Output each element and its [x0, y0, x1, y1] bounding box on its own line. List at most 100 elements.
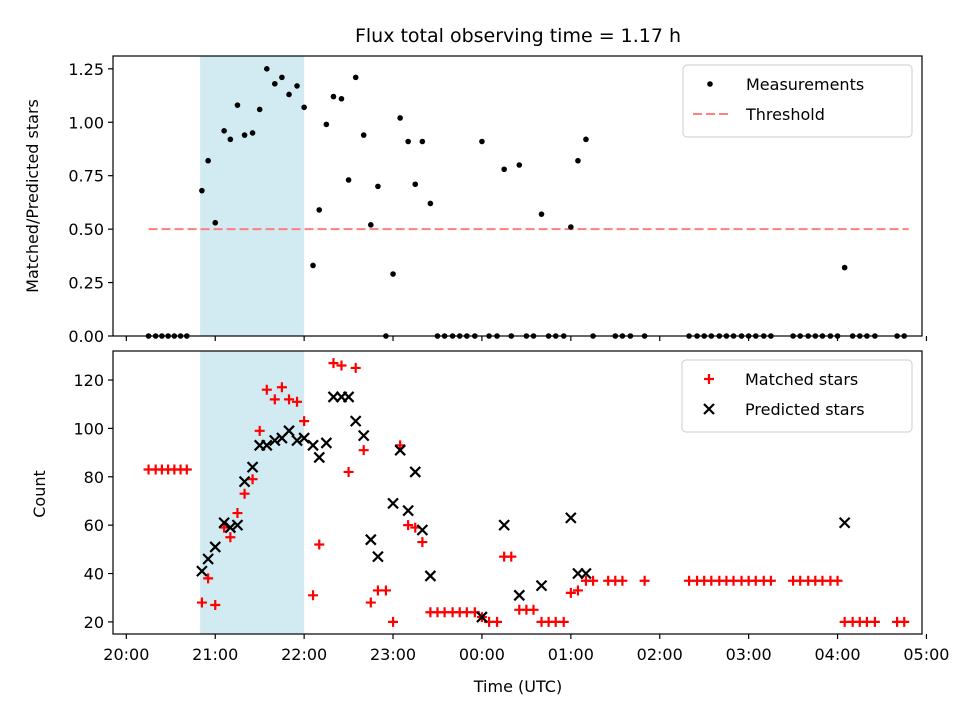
- data-point: [249, 130, 256, 136]
- data-point: [427, 200, 434, 207]
- top-y-tick-label: 1.00: [68, 113, 104, 132]
- bottom-shaded-span: [200, 351, 305, 634]
- data-point: [286, 91, 292, 98]
- data-point: [231, 519, 244, 531]
- data-point: [221, 128, 227, 134]
- data-point: [869, 616, 880, 627]
- legend-label: Matched stars: [745, 370, 858, 389]
- data-point: [323, 121, 330, 128]
- data-point: [617, 575, 628, 586]
- data-point: [320, 437, 333, 449]
- data-point: [832, 575, 843, 586]
- top-legend: Measurements Threshold: [682, 64, 913, 138]
- data-point: [397, 115, 403, 121]
- bottom-y-tick-label: 40: [84, 565, 104, 584]
- bottom-legend-box: [681, 359, 913, 433]
- data-point: [239, 488, 250, 499]
- data-point: [343, 466, 354, 477]
- top-y-tick-label: 0.50: [68, 220, 104, 239]
- data-point: [476, 611, 488, 623]
- data-point: [276, 382, 287, 393]
- data-point: [352, 74, 359, 81]
- data-point: [205, 157, 211, 164]
- data-point: [279, 74, 285, 81]
- data-point: [506, 551, 517, 562]
- data-point: [387, 497, 399, 510]
- top-shaded-span: [200, 56, 305, 336]
- data-point: [330, 93, 337, 100]
- data-point: [283, 425, 295, 437]
- x-tick-label: 02:00: [637, 645, 683, 664]
- data-point: [238, 475, 251, 488]
- x-tick-label: 04:00: [814, 645, 860, 664]
- data-point: [838, 516, 851, 529]
- data-point: [254, 425, 265, 436]
- data-point: [196, 565, 208, 577]
- bottom-axes-frame: [112, 350, 923, 635]
- data-point: [196, 597, 207, 608]
- data-point: [372, 550, 384, 563]
- data-point: [516, 162, 523, 168]
- data-point: [284, 394, 295, 405]
- data-point: [261, 384, 272, 395]
- data-point: [269, 394, 280, 405]
- data-point: [424, 570, 437, 582]
- data-point: [588, 575, 599, 586]
- data-point: [210, 599, 221, 610]
- legend-label: Measurements: [746, 75, 864, 94]
- data-point: [298, 432, 310, 444]
- data-point: [232, 508, 243, 519]
- data-point: [263, 66, 270, 72]
- data-point: [209, 541, 222, 553]
- legend-marker-plus: [704, 374, 714, 384]
- data-point: [513, 589, 526, 602]
- data-point: [225, 532, 236, 543]
- data-point: [246, 461, 259, 473]
- data-point: [338, 95, 345, 102]
- top-y-tick-label: 0.25: [68, 274, 104, 293]
- x-tick-label: 03:00: [726, 645, 772, 664]
- data-point: [224, 521, 237, 534]
- data-point: [247, 474, 258, 485]
- data-point: [501, 166, 507, 173]
- top-legend-box: [682, 64, 913, 138]
- data-point: [402, 504, 414, 517]
- data-point: [528, 604, 539, 615]
- data-point: [380, 585, 391, 596]
- data-point: [368, 222, 374, 228]
- x-tick-label: 20:00: [103, 645, 149, 664]
- data-point: [558, 616, 569, 627]
- data-point: [565, 587, 576, 598]
- data-point: [409, 466, 422, 478]
- legend-label: Predicted stars: [745, 400, 865, 419]
- data-point: [253, 439, 266, 452]
- data-point: [299, 416, 310, 427]
- data-point: [394, 444, 406, 456]
- data-point: [841, 264, 848, 271]
- bottom-y-tick-label: 100: [73, 419, 104, 438]
- top-axes-frame: [112, 55, 923, 337]
- data-point: [479, 138, 485, 145]
- data-point: [419, 138, 426, 145]
- data-point: [316, 207, 323, 213]
- data-point: [181, 464, 192, 475]
- data-point: [403, 520, 414, 531]
- data-point: [583, 136, 589, 143]
- data-point: [365, 533, 377, 546]
- legend-marker-x: [703, 403, 715, 415]
- data-point: [345, 177, 352, 183]
- top-y-tick-label: 1.25: [68, 60, 104, 79]
- data-point: [234, 102, 241, 108]
- bottom-legend: Matched stars Predicted stars: [681, 359, 913, 433]
- data-point: [301, 104, 307, 111]
- data-point: [498, 519, 510, 531]
- data-point: [565, 512, 577, 524]
- top-y-axis-label: Matched/Predicted stars: [23, 99, 42, 293]
- bottom-axes: 20 40 60 80 100 120 20:00 21:00 22:00 23:00 00:00 0…: [73, 350, 949, 664]
- data-point: [765, 575, 776, 586]
- legend-label: Threshold: [745, 105, 825, 124]
- data-point: [639, 575, 650, 586]
- data-point: [256, 106, 263, 113]
- x-tick-label: 05:00: [903, 645, 949, 664]
